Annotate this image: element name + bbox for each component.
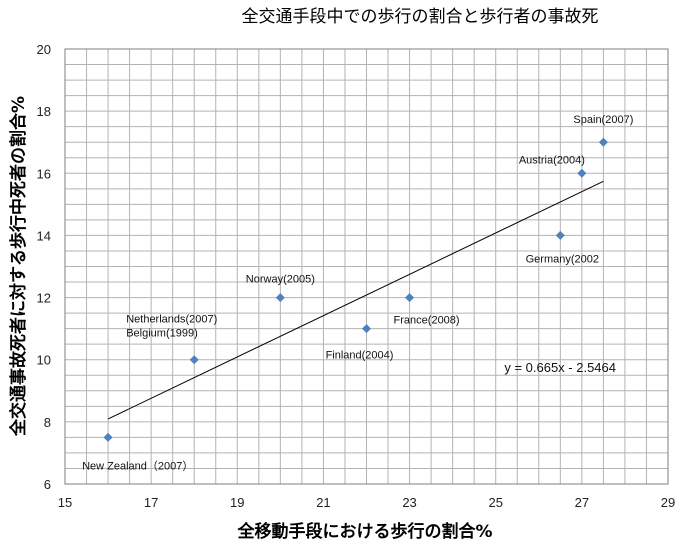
- point-label: Netherlands(2007): [126, 314, 217, 326]
- data-point: [555, 230, 565, 240]
- data-point: [275, 293, 285, 303]
- data-point: [362, 324, 371, 334]
- point-label: France(2008): [394, 315, 460, 327]
- data-point: [189, 355, 199, 365]
- y-tick-label: 12: [37, 291, 51, 306]
- x-tick-label: 27: [575, 495, 589, 510]
- point-label: Austria(2004): [519, 154, 585, 166]
- x-tick-label: 21: [316, 495, 330, 510]
- trendline-equation: y = 0.665x - 2.5464: [504, 360, 616, 375]
- x-tick-label: 25: [488, 495, 502, 510]
- x-tick-label: 17: [144, 495, 158, 510]
- y-tick-label: 10: [37, 353, 51, 368]
- x-tick-label: 29: [661, 495, 675, 510]
- x-tick-label: 15: [58, 495, 72, 510]
- y-tick-label: 6: [44, 477, 51, 492]
- data-points: [103, 137, 608, 442]
- y-tick-label: 14: [37, 228, 51, 243]
- x-axis-ticks: 15 17 19 21 23 25 27 29: [58, 495, 675, 510]
- x-tick-label: 19: [230, 495, 244, 510]
- x-tick-label: 23: [402, 495, 416, 510]
- y-axis-ticks: 6 8 10 12 14 16 18 20: [37, 42, 51, 492]
- point-label: Spain(2007): [573, 114, 633, 126]
- point-label: Finland(2004): [326, 350, 394, 362]
- y-tick-label: 18: [37, 104, 51, 119]
- data-point: [405, 293, 415, 303]
- trendline: [107, 180, 604, 420]
- point-label: Belgium(1999): [126, 328, 198, 340]
- chart-title: 全交通手段中での歩行の割合と歩行者の事故死: [242, 7, 599, 27]
- point-label: Germany(2002: [526, 253, 599, 265]
- data-point: [103, 432, 113, 442]
- x-axis-title: 全移動手段における歩行の割合%: [236, 521, 492, 542]
- point-labels: New Zealand（2007） Netherlands(2007) Belgiu…: [82, 114, 633, 472]
- y-tick-label: 8: [44, 415, 51, 430]
- data-point: [598, 137, 608, 147]
- point-label: New Zealand（2007）: [82, 459, 193, 472]
- y-tick-label: 20: [37, 42, 51, 57]
- point-label: Norway(2005): [246, 274, 315, 286]
- y-axis-title: 全交通事故死者に対する歩行中死者の割合%: [8, 96, 29, 437]
- plot-area-border: [64, 48, 669, 485]
- data-point: [577, 168, 587, 178]
- y-tick-label: 16: [37, 166, 51, 181]
